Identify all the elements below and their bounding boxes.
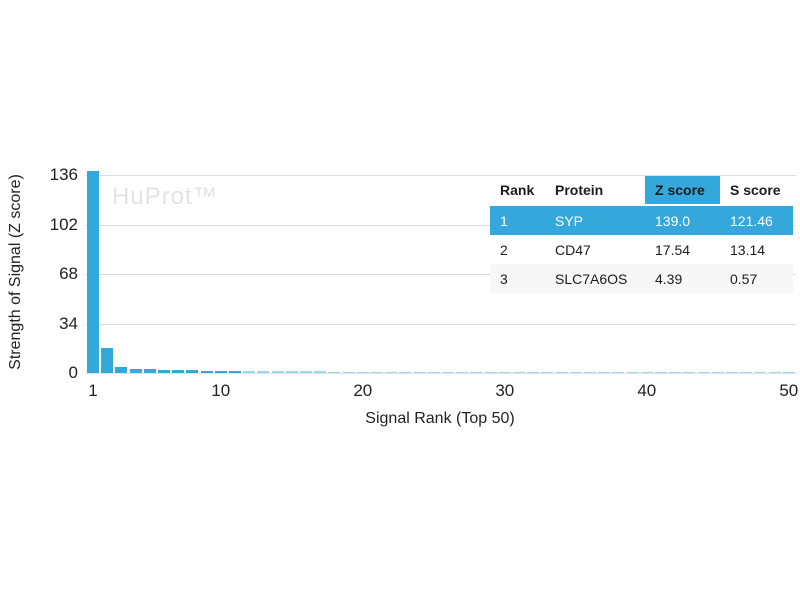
bar: [371, 371, 383, 373]
header-rank: Rank: [500, 182, 535, 198]
bar: [356, 371, 369, 373]
x-tick-label: 40: [637, 381, 657, 400]
bar: [115, 366, 128, 373]
bar: [285, 371, 298, 373]
table-header-row: Rank Protein Z score S score: [490, 176, 793, 204]
header-s-score: S score: [730, 182, 781, 198]
bar: [683, 372, 696, 373]
gridline: [85, 324, 796, 325]
bar: [569, 371, 582, 373]
table-row: 3 SLC7A6OS 4.39 0.57: [490, 264, 793, 293]
header-protein: Protein: [555, 182, 604, 198]
gridline: [85, 225, 796, 226]
bar: [101, 347, 114, 373]
bar: [669, 372, 682, 373]
x-tick-label: 20: [353, 381, 373, 400]
bar: [782, 372, 795, 373]
bar: [427, 371, 440, 373]
x-tick-label: 30: [495, 381, 515, 400]
cell-z-score: 4.39: [655, 270, 683, 287]
x-tick-label: 1: [88, 381, 98, 400]
y-tick-label: 68: [59, 264, 78, 283]
x-tick-label: 50: [779, 381, 799, 400]
cell-rank: 1: [500, 212, 508, 229]
y-tick-label: 34: [59, 314, 78, 333]
bar: [399, 371, 412, 373]
bar: [385, 371, 398, 373]
header-z-score: Z score: [645, 176, 720, 204]
y-tick-label: 136: [49, 165, 78, 184]
table-row: 1 SYP 139.0 121.46: [490, 206, 793, 235]
bar: [257, 371, 270, 373]
bar: [186, 369, 199, 373]
gridline: [85, 373, 796, 374]
ranking-table: Rank Protein Z score S score 1 SYP 139.0…: [490, 176, 793, 293]
gridline: [85, 175, 796, 176]
bar: [527, 371, 540, 373]
bar: [726, 372, 738, 373]
huprot-watermark: HuProt™: [112, 183, 218, 210]
bar: [640, 371, 653, 373]
cell-protein: CD47: [555, 241, 591, 258]
bar: [697, 372, 710, 373]
bar: [655, 371, 667, 373]
plot-area: [85, 160, 796, 373]
bar: [314, 371, 327, 373]
bar: [498, 371, 511, 373]
bar: [87, 170, 99, 373]
bar: [612, 371, 625, 373]
cell-s-score: 121.46: [730, 212, 773, 229]
bar: [513, 371, 525, 373]
bar: [158, 369, 170, 373]
bar: [711, 372, 724, 373]
bar: [470, 371, 483, 373]
x-axis-title: Signal Rank (Top 50): [365, 410, 515, 427]
bar: [300, 371, 312, 373]
cell-z-score: 17.54: [655, 241, 691, 258]
bar: [555, 371, 568, 373]
bar: [626, 371, 639, 373]
bar: [328, 371, 341, 373]
bar: [768, 372, 781, 373]
bar: [143, 369, 156, 373]
cell-protein: SLC7A6OS: [555, 270, 628, 287]
cell-s-score: 13.14: [730, 241, 766, 258]
cell-s-score: 0.57: [730, 270, 758, 287]
bar: [342, 371, 355, 373]
cell-rank: 3: [500, 270, 508, 287]
bar: [271, 371, 284, 373]
bar: [200, 370, 213, 373]
bar: [456, 371, 469, 373]
x-tick-label: 10: [211, 381, 231, 400]
table-row: 2 CD47 17.54 13.14: [490, 235, 793, 264]
gridline: [85, 274, 796, 275]
cell-rank: 2: [500, 241, 508, 258]
bar: [229, 371, 241, 373]
cell-z-score: 139.0: [655, 212, 691, 229]
bar: [484, 371, 497, 373]
bar: [740, 372, 753, 373]
bar: [442, 371, 454, 373]
bar: [598, 371, 611, 373]
bar: [754, 372, 767, 373]
bar: [172, 369, 185, 373]
bar: [214, 370, 227, 373]
y-tick-label: 102: [49, 215, 78, 234]
bar: [541, 371, 554, 373]
bar: [243, 371, 256, 373]
y-axis-title: Strength of Signal (Z score): [7, 174, 24, 370]
bar: [129, 369, 142, 373]
bar: [413, 371, 426, 373]
cell-protein: SYP: [555, 212, 584, 229]
y-tick-label: 0: [68, 363, 78, 382]
bar: [584, 371, 596, 373]
